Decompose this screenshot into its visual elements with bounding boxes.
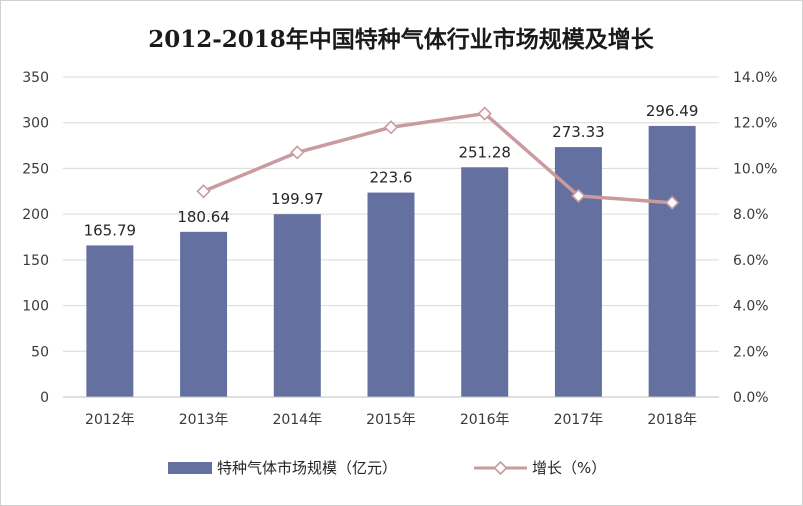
- left-tick-label: 350: [22, 70, 49, 86]
- growth-point: [477, 106, 492, 121]
- growth-point: [571, 188, 586, 203]
- legend-item-market-size: 特种气体市场规模（亿元）: [168, 459, 397, 477]
- category-label: 2016年: [460, 412, 510, 428]
- growth-point: [196, 184, 211, 199]
- right-tick-label: 14.0%: [733, 70, 777, 86]
- category-label: 2013年: [179, 412, 229, 428]
- left-tick-label: 300: [22, 116, 49, 132]
- right-tick-label: 6.0%: [733, 253, 769, 269]
- right-tick-label: 2.0%: [733, 344, 769, 360]
- legend-bar-swatch: [168, 462, 212, 474]
- bar-series: [86, 125, 696, 397]
- bar-data-labels: 165.79 180.64 199.97 223.6 251.28 273.33 296.4…: [84, 102, 699, 239]
- bar-data-label: 223.6: [370, 169, 413, 187]
- bar-data-label: 165.79: [84, 221, 137, 239]
- chart-title: 2012-2018年中国特种气体行业市场规模及增长: [148, 26, 655, 53]
- right-axis-ticks: 0.0% 2.0% 4.0% 6.0% 8.0% 10.0% 12.0% 14.0%: [733, 70, 777, 406]
- category-label: 2015年: [366, 412, 416, 428]
- growth-point: [665, 195, 680, 210]
- bar: [367, 192, 415, 397]
- growth-line: [202, 111, 673, 205]
- bar-data-label: 273.33: [552, 123, 605, 141]
- category-label: 2017年: [554, 412, 604, 428]
- left-tick-label: 200: [22, 207, 49, 223]
- legend-item-growth: 增长（%）: [474, 459, 606, 477]
- bar: [180, 231, 228, 397]
- category-label: 2018年: [647, 412, 697, 428]
- bar-data-label: 180.64: [177, 208, 230, 226]
- bar: [648, 125, 696, 397]
- legend-diamond-marker: [493, 460, 508, 476]
- bar: [461, 167, 509, 397]
- right-tick-label: 4.0%: [733, 299, 769, 315]
- right-tick-label: 0.0%: [733, 390, 769, 406]
- growth-point: [290, 145, 305, 160]
- legend: 特种气体市场规模（亿元） 增长（%）: [168, 459, 606, 477]
- left-tick-label: 250: [22, 161, 49, 177]
- growth-point: [383, 120, 399, 135]
- left-tick-label: 100: [22, 299, 49, 315]
- left-tick-label: 50: [31, 344, 49, 360]
- left-tick-label: 0: [40, 390, 49, 406]
- bar-data-label: 296.49: [646, 102, 699, 120]
- bar: [86, 245, 134, 397]
- category-label: 2012年: [85, 412, 135, 428]
- right-tick-label: 10.0%: [733, 161, 777, 177]
- left-axis-ticks: 0 50 100 150 200 250 300 350: [22, 70, 49, 406]
- bar: [273, 214, 321, 397]
- legend-label-growth: 增长（%）: [532, 459, 606, 477]
- bar-data-label: 251.28: [458, 143, 511, 161]
- bar-data-label: 199.97: [271, 190, 324, 208]
- right-tick-label: 12.0%: [733, 116, 777, 132]
- bar: [554, 147, 602, 397]
- left-tick-label: 150: [22, 253, 49, 269]
- legend-label-market-size: 特种气体市场规模（亿元）: [217, 459, 397, 477]
- right-tick-label: 8.0%: [733, 207, 769, 223]
- category-label: 2014年: [272, 412, 322, 428]
- category-axis-labels: 2012年 2013年 2014年 2015年 2016年 2017年 2018年: [85, 412, 697, 428]
- growth-line-series: [196, 106, 680, 210]
